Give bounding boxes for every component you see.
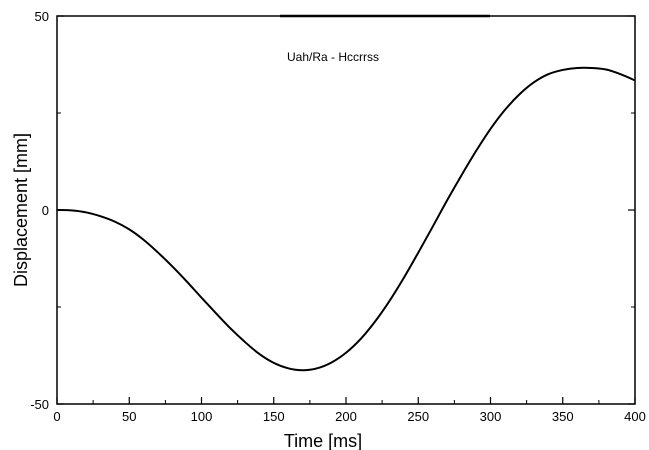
- y-axis-title: Displacement [mm]: [11, 133, 31, 287]
- y-tick-labels: -50 0 50: [30, 9, 49, 412]
- x-tick-labels: 0 50 100 150 200 250 300 350 400: [53, 409, 645, 424]
- x-tick-label: 200: [335, 409, 357, 424]
- x-tick-label: 150: [263, 409, 285, 424]
- x-tick-label: 250: [407, 409, 429, 424]
- x-tick-label: 100: [191, 409, 213, 424]
- y-tick-label: 0: [42, 203, 49, 218]
- series-line: [56, 66, 636, 372]
- plot-frame: [56, 15, 636, 405]
- x-tick-label: 50: [122, 409, 136, 424]
- x-tick-label: 350: [552, 409, 574, 424]
- x-axis-title: Time [ms]: [284, 431, 362, 450]
- x-tick-label: 400: [624, 409, 646, 424]
- y-tick-label: -50: [30, 397, 49, 412]
- chart-annotation: Uah/Ra - Hccrrss: [287, 50, 379, 64]
- y-tick-label: 50: [35, 9, 49, 24]
- x-tick-label: 300: [480, 409, 502, 424]
- x-tick-label: 0: [53, 409, 60, 424]
